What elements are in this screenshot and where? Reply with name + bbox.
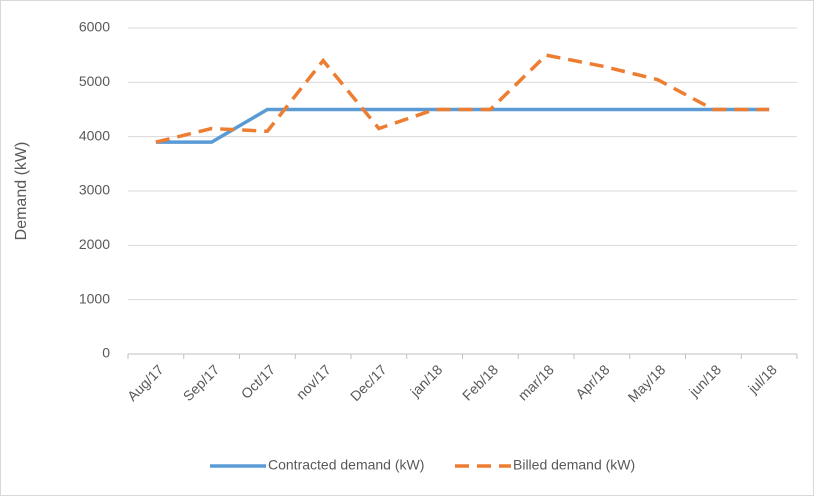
- y-tick-label: 0: [102, 345, 110, 361]
- legend-label: Contracted demand (kW): [268, 457, 424, 473]
- y-tick-label: 4000: [79, 127, 110, 143]
- y-tick-label: 6000: [79, 19, 110, 35]
- y-tick-label: 3000: [79, 182, 110, 198]
- legend-label: Billed demand (kW): [513, 457, 635, 473]
- y-tick-label: 2000: [79, 236, 110, 252]
- series-line: [155, 53, 770, 144]
- y-tick-label: 5000: [79, 73, 110, 89]
- y-axis-label: Demand (kW): [13, 142, 30, 241]
- y-tick-label: 1000: [79, 290, 110, 306]
